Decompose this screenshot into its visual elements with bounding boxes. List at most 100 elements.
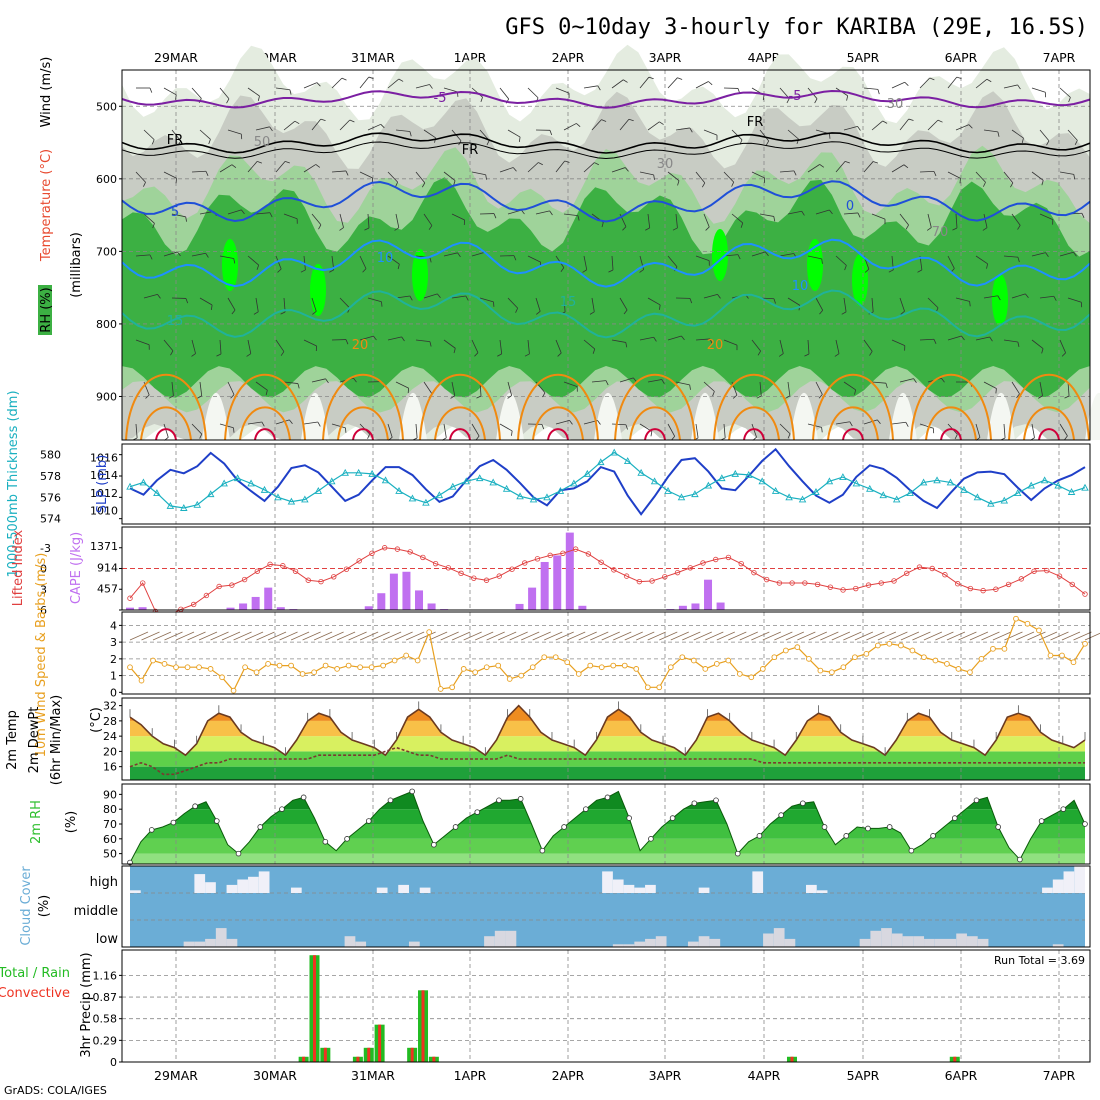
wind-barb <box>443 423 447 438</box>
surface-barb <box>1061 631 1081 641</box>
lifted-index-point <box>993 586 999 592</box>
wind-barb <box>899 213 909 226</box>
wind-barb <box>863 161 874 173</box>
wind-speed-point <box>1082 640 1088 647</box>
tick-label: 3 <box>110 636 117 649</box>
wind-barb <box>779 170 794 173</box>
wind-speed-point <box>725 657 732 664</box>
wind-barb-flag <box>560 267 565 272</box>
wind-barb-flag <box>1068 97 1071 103</box>
wind-barb-flag <box>297 383 300 389</box>
rh-point <box>604 794 611 801</box>
wind-speed-point <box>955 666 962 672</box>
wind-barb <box>647 297 661 306</box>
lifted-index-point <box>623 573 630 579</box>
thickness-point <box>785 493 793 501</box>
wind-barb-flag <box>818 394 823 399</box>
lifted-index-point <box>1082 591 1088 597</box>
wind-barb <box>499 423 513 432</box>
thickness-point <box>691 490 699 498</box>
tick-label: 24 <box>103 730 117 743</box>
wind-speed-point <box>921 654 927 661</box>
precip-convective-bar <box>432 1056 436 1062</box>
wind-barb <box>275 419 290 425</box>
rh-point <box>626 815 633 821</box>
wind-barb <box>331 170 346 173</box>
surface-barb <box>751 631 770 641</box>
lifted-index-point <box>700 560 706 566</box>
wind-barb-flag <box>512 167 517 172</box>
wind-barb <box>723 254 738 257</box>
wind-speed-point <box>184 664 191 671</box>
thickness-point <box>946 478 955 486</box>
thickness-point <box>637 468 645 476</box>
cloud-low-bar <box>763 933 774 947</box>
wind-barb <box>499 339 503 354</box>
thickness-point <box>744 470 753 478</box>
wind-barb <box>339 297 351 309</box>
contour-20 <box>517 373 599 441</box>
thickness-point <box>180 504 188 511</box>
wind-barb <box>303 82 318 89</box>
surface-barb <box>728 631 747 641</box>
wind-barb <box>311 213 322 226</box>
wind-barb <box>527 255 541 263</box>
thickness-point <box>906 489 914 497</box>
cape-bar <box>678 605 687 610</box>
wind-barb <box>387 423 393 438</box>
wind-barb <box>723 171 734 183</box>
wind-barb <box>219 87 230 100</box>
wind-speed-point <box>391 657 398 664</box>
wind-barb-flag <box>689 127 693 133</box>
surface-barb <box>394 631 413 641</box>
wind-barb <box>423 293 438 299</box>
wind-barb-flag <box>882 120 888 124</box>
wind-barb-flag <box>819 310 824 315</box>
wind-barb-flag <box>368 76 374 79</box>
ylabel-2m-dewpt: 2m DewPt <box>27 707 42 774</box>
wind-barb-flag <box>277 268 282 273</box>
wind-barb <box>191 252 206 257</box>
wind-barb <box>135 171 146 183</box>
ylabel-cloud-percent: (%) <box>37 895 52 918</box>
wind-barb-flag <box>1074 140 1078 146</box>
wind-barb <box>387 336 402 341</box>
precip-convective-bar <box>367 1047 371 1062</box>
cape-bar <box>553 555 562 610</box>
wind-barb <box>703 381 715 392</box>
ylabel-3hr-precip: 3hr Precip (mm) <box>79 952 94 1057</box>
wind-barb-flag <box>216 353 222 357</box>
surface-barb <box>981 631 1000 641</box>
wind-barb <box>899 378 914 383</box>
wind-barb <box>1011 293 1026 299</box>
cloud-low-bar <box>634 941 646 947</box>
lifted-index-point <box>140 580 146 586</box>
wind-barb <box>275 161 286 173</box>
rh-point <box>257 824 264 830</box>
wind-barb-flag <box>576 123 581 127</box>
wind-barb-flag <box>210 304 213 311</box>
lifted-index-point <box>1056 573 1063 579</box>
surface-barb <box>682 631 701 641</box>
rh-point <box>800 800 806 807</box>
wind-barb-flag <box>300 269 306 273</box>
wind-barb-flag <box>1064 395 1070 399</box>
wind-barb <box>815 381 823 395</box>
wind-speed-point <box>886 640 893 647</box>
surface-barb <box>428 631 448 641</box>
thickness-point <box>449 482 457 490</box>
wind-barb <box>807 339 810 354</box>
wind-barb <box>675 381 690 386</box>
contour-label: 10 <box>792 279 809 294</box>
wind-barb-flag <box>497 353 502 357</box>
wind-barb <box>163 423 169 438</box>
cloud-low-bar <box>956 933 967 947</box>
wind-barb <box>171 381 174 396</box>
wind-speed-point <box>207 666 214 672</box>
wind-barb <box>955 297 970 302</box>
wind-barb-flag <box>549 210 553 216</box>
wind-barb-flag <box>143 182 146 187</box>
cloud-low-bar <box>344 936 356 947</box>
lifted-index-point <box>674 569 681 576</box>
wind-barb <box>163 171 177 179</box>
